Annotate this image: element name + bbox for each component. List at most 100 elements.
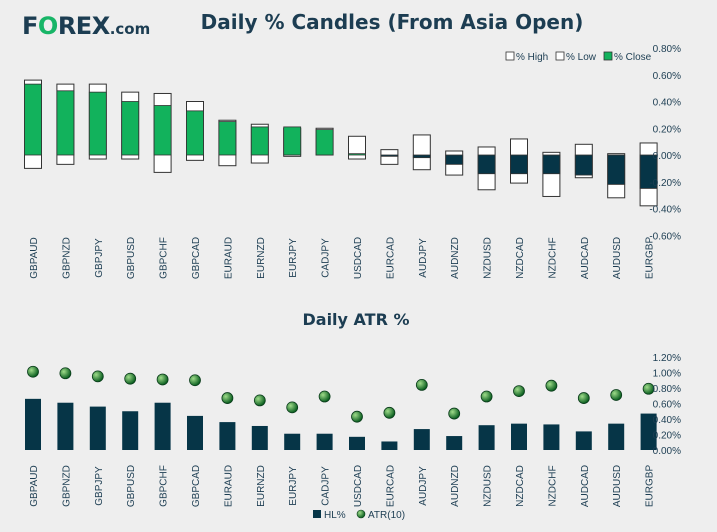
logo-rest: REX [57, 12, 110, 40]
x-tick-label: AUDNZD [450, 237, 461, 279]
atr-point-gbpusd [124, 372, 137, 385]
logo-f: F [22, 12, 38, 40]
y-tick-label: 0.40% [653, 98, 681, 109]
x-tick-label: GBPCAD [191, 237, 202, 279]
y-tick-label: 0.20% [653, 124, 681, 135]
x-tick-label: GBPCHF [159, 465, 170, 507]
candles-chart-title: Daily % Candles (From Asia Open) [201, 10, 584, 34]
hl-bar-cadjpy [316, 433, 333, 450]
candle-close-cadjpy [315, 129, 334, 156]
x-tick-label: GBPUSD [126, 237, 137, 279]
y-tick-label: 0.00% [653, 151, 681, 162]
atr-point-gbpcad [189, 374, 201, 387]
x-tick-label: NZDCHF [547, 465, 558, 506]
atr-point-eurcad [383, 406, 396, 419]
legend-swatch-1 [555, 51, 565, 61]
atr-point-audjpy [415, 378, 428, 391]
hl-bar-usdcad [349, 436, 365, 450]
x-tick-label: EURJPY [288, 466, 299, 506]
x-tick-label: AUDJPY [418, 238, 429, 278]
x-tick-label: NZDCAD [515, 465, 526, 507]
candle-close-eurnzd [250, 126, 269, 156]
hl-bar-euraud [219, 422, 236, 450]
candle-close-gbpnzd [56, 90, 75, 156]
y-tick-label: 0.80% [653, 384, 681, 395]
atr-chart-title: Daily ATR % [302, 310, 409, 329]
x-tick-label: AUDUSD [612, 237, 623, 279]
y-tick-label: 0.60% [653, 400, 681, 411]
logo-o: O [37, 12, 58, 40]
candle-range-eurcad [380, 149, 399, 165]
hl-bar-audjpy [413, 429, 430, 450]
hl-bar-eurcad [381, 441, 398, 450]
x-tick-label: USDCAD [353, 237, 364, 279]
x-tick-label: NZDCAD [515, 237, 526, 279]
candle-close-nzdcad [510, 154, 528, 175]
x-tick-label: GBPJPY [94, 466, 105, 506]
atr-point-nzdcad [513, 385, 525, 398]
x-tick-label: GBPNZD [61, 237, 72, 279]
hl-bar-gbpjpy [89, 406, 106, 450]
x-tick-label: EURCAD [385, 465, 396, 507]
legend-swatch-0 [505, 51, 515, 61]
x-tick-label: EURJPY [288, 238, 299, 278]
legend-swatch-atr [356, 509, 366, 519]
x-tick-label: AUDJPY [418, 466, 429, 506]
atr-point-usdcad [351, 410, 363, 423]
atr-point-eurjpy [286, 401, 299, 414]
atr-point-audcad [577, 392, 590, 404]
hl-bar-eurnzd [251, 425, 268, 450]
atr-point-nzdusd [480, 390, 493, 403]
legend-label: % Low [566, 52, 597, 63]
y-tick-label: 0.60% [653, 71, 681, 82]
atr-point-gbpaud [27, 365, 39, 378]
logo-dot-com: .com [109, 20, 151, 38]
x-tick-label: USDCAD [353, 465, 364, 507]
hl-bar-audnzd [446, 436, 463, 450]
candle-close-eurcad [380, 154, 399, 157]
hl-bar-gbpnzd [57, 402, 74, 450]
atr-point-nzdchf [545, 379, 558, 392]
candle-range-usdcad [348, 135, 366, 160]
atr-point-audusd [610, 389, 623, 401]
candle-close-audusd [607, 154, 626, 185]
x-tick-label: GBPNZD [61, 465, 72, 507]
hl-bar-gbpusd [122, 411, 139, 450]
candle-close-audnzd [445, 154, 464, 165]
y-tick-label: -0.40% [649, 205, 681, 216]
legend-label: % Close [614, 52, 652, 63]
hl-bar-eurjpy [284, 433, 301, 450]
hl-bar-audusd [608, 423, 625, 450]
x-tick-label: GBPUSD [126, 465, 137, 507]
candles-chart: GBPAUD GBPNZD GBPJPY GBPUSD GBPCHF GBPCAD EURA… [24, 44, 681, 280]
hl-bar-gbpcad [187, 415, 203, 450]
y-tick-label: 0.80% [653, 44, 681, 55]
x-tick-label: EURGBP [645, 465, 656, 508]
x-tick-label: GBPAUD [29, 465, 40, 507]
atr-point-euraud [221, 392, 234, 404]
candle-close-usdcad [348, 153, 366, 156]
x-tick-label: GBPJPY [94, 238, 105, 278]
y-tick-label: 0.00% [653, 446, 681, 457]
x-tick-label: NZDCHF [547, 237, 558, 278]
y-tick-label: 1.00% [653, 369, 681, 380]
x-tick-label: GBPAUD [29, 237, 40, 279]
forex-logo: FOREX.com [22, 12, 150, 40]
x-tick-label: EURNZD [256, 237, 267, 279]
candle-close-gbpcad [186, 110, 204, 156]
atr-chart: GBPAUD GBPNZD GBPJPY GBPUSD GBPCHF GBPCAD EURA… [25, 353, 681, 521]
candle-close-eurjpy [283, 126, 302, 156]
x-tick-label: AUDCAD [580, 465, 591, 507]
legend-swatch-hl [313, 510, 321, 518]
candle-close-gbpaud [24, 83, 42, 156]
x-tick-label: GBPCAD [191, 465, 202, 507]
candle-close-nzdusd [477, 154, 496, 175]
x-tick-label: AUDNZD [450, 465, 461, 507]
x-tick-label: CADJPY [321, 238, 332, 278]
x-tick-label: GBPCHF [159, 237, 170, 279]
hl-bar-gbpaud [25, 398, 41, 450]
x-tick-label: EURGBP [645, 237, 656, 280]
x-tick-label: NZDUSD [483, 237, 494, 279]
y-tick-label: -0.60% [649, 231, 681, 242]
